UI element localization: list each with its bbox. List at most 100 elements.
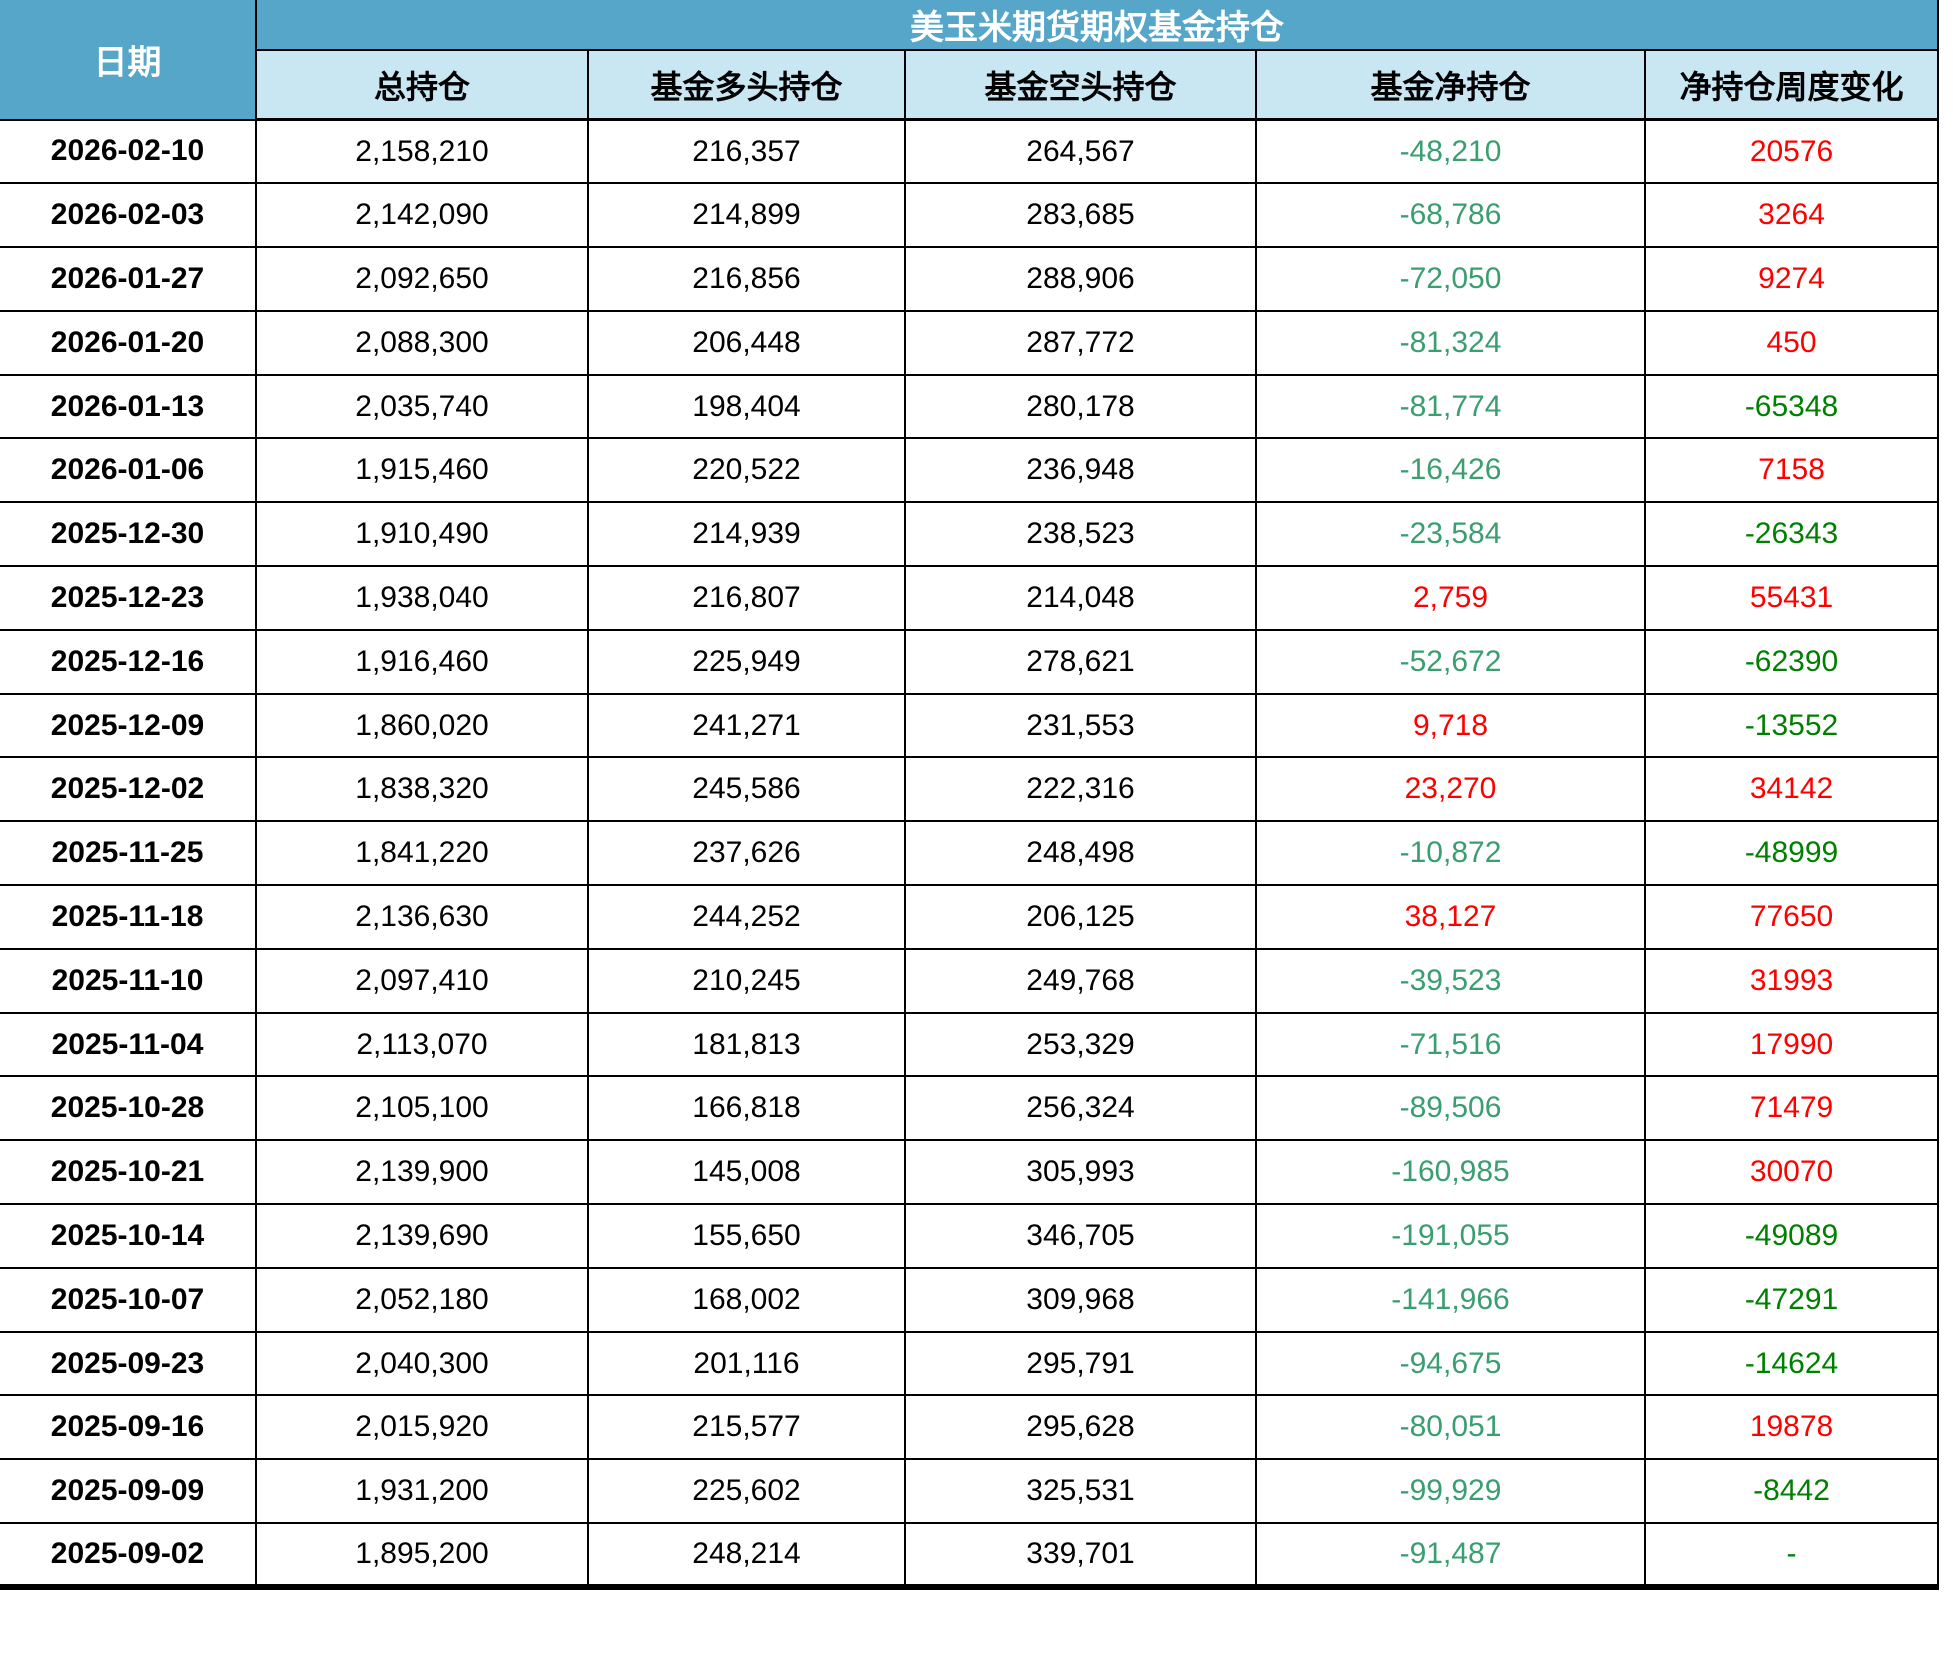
column-header-fund-long-position: 基金多头持仓 <box>587 49 906 121</box>
cell-total-position: 1,915,460 <box>255 437 589 504</box>
cell-total-position: 2,015,920 <box>255 1394 589 1461</box>
cell-fund-net: -91,487 <box>1255 1522 1646 1588</box>
cell-fund-long: 198,404 <box>587 373 906 440</box>
cell-fund-short: 287,772 <box>904 309 1257 376</box>
cell-fund-long: 216,856 <box>587 246 906 312</box>
table-row: 2025-11-04 2,113,070 181,813 253,329 -71… <box>0 1011 1940 1078</box>
table-row: 2025-12-30 1,910,490 214,939 238,523 -23… <box>0 501 1940 568</box>
cell-fund-long: 214,899 <box>587 182 906 249</box>
cell-total-position: 1,895,200 <box>255 1522 589 1588</box>
cell-net-weekly-change: 71479 <box>1643 1075 1940 1142</box>
cell-net-weekly-change: 30070 <box>1643 1139 1940 1206</box>
cell-date: 2025-09-23 <box>0 1330 257 1397</box>
cell-fund-net: -68,786 <box>1255 182 1646 249</box>
cell-total-position: 2,139,690 <box>255 1203 589 1269</box>
table-row: 2026-01-20 2,088,300 206,448 287,772 -81… <box>0 309 1940 376</box>
cell-date: 2025-12-16 <box>0 628 257 695</box>
table-row: 2026-01-13 2,035,740 198,404 280,178 -81… <box>0 373 1940 440</box>
cell-fund-net: -99,929 <box>1255 1458 1646 1525</box>
cell-total-position: 2,097,410 <box>255 947 589 1014</box>
cell-fund-net: -71,516 <box>1255 1011 1646 1078</box>
cell-fund-long: 155,650 <box>587 1203 906 1269</box>
table-row: 2025-12-23 1,938,040 216,807 214,048 2,7… <box>0 565 1940 631</box>
cell-date: 2026-02-03 <box>0 182 257 249</box>
cell-net-weekly-change: 55431 <box>1643 565 1940 631</box>
cell-fund-net: -52,672 <box>1255 628 1646 695</box>
cell-net-weekly-change: -13552 <box>1643 692 1940 759</box>
cell-fund-short: 295,628 <box>904 1394 1257 1461</box>
cell-fund-short: 206,125 <box>904 884 1257 950</box>
table-row: 2025-11-25 1,841,220 237,626 248,498 -10… <box>0 820 1940 887</box>
cell-fund-short: 253,329 <box>904 1011 1257 1078</box>
table-row: 2025-10-07 2,052,180 168,002 309,968 -14… <box>0 1266 1940 1333</box>
cell-net-weekly-change: 9274 <box>1643 246 1940 312</box>
cell-fund-net: -72,050 <box>1255 246 1646 312</box>
cell-total-position: 2,088,300 <box>255 309 589 376</box>
cell-fund-short: 222,316 <box>904 756 1257 823</box>
cell-net-weekly-change: 17990 <box>1643 1011 1940 1078</box>
table-row: 2025-11-18 2,136,630 244,252 206,125 38,… <box>0 884 1940 950</box>
cell-fund-long: 145,008 <box>587 1139 906 1206</box>
cell-date: 2025-10-28 <box>0 1075 257 1142</box>
cell-fund-long: 201,116 <box>587 1330 906 1397</box>
cell-fund-long: 210,245 <box>587 947 906 1014</box>
cell-total-position: 2,105,100 <box>255 1075 589 1142</box>
cell-total-position: 2,136,630 <box>255 884 589 950</box>
cell-total-position: 2,035,740 <box>255 373 589 440</box>
cell-fund-net: 23,270 <box>1255 756 1646 823</box>
cell-fund-net: -160,985 <box>1255 1139 1646 1206</box>
cell-date: 2025-09-16 <box>0 1394 257 1461</box>
cell-total-position: 1,860,020 <box>255 692 589 759</box>
cell-fund-long: 181,813 <box>587 1011 906 1078</box>
positions-table: 日期 美玉米期货期权基金持仓 总持仓 基金多头持仓 基金空头持仓 基金净持仓 净… <box>0 0 1940 1590</box>
cell-net-weekly-change: -47291 <box>1643 1266 1940 1333</box>
cell-net-weekly-change: 77650 <box>1643 884 1940 950</box>
cell-date: 2025-12-02 <box>0 756 257 823</box>
group-header-row: 日期 美玉米期货期权基金持仓 <box>0 0 1940 121</box>
cell-fund-short: 339,701 <box>904 1522 1257 1588</box>
table-row: 2025-09-23 2,040,300 201,116 295,791 -94… <box>0 1330 1940 1397</box>
cell-fund-short: 231,553 <box>904 692 1257 759</box>
table-row: 2025-12-02 1,838,320 245,586 222,316 23,… <box>0 756 1940 823</box>
cell-fund-short: 325,531 <box>904 1458 1257 1525</box>
cell-date: 2025-09-02 <box>0 1522 257 1588</box>
cell-date: 2026-02-10 <box>0 118 257 185</box>
cell-net-weekly-change: -8442 <box>1643 1458 1940 1525</box>
cell-total-position: 2,040,300 <box>255 1330 589 1397</box>
cell-net-weekly-change: -26343 <box>1643 501 1940 568</box>
cell-net-weekly-change: -65348 <box>1643 373 1940 440</box>
table-row: 2025-09-09 1,931,200 225,602 325,531 -99… <box>0 1458 1940 1525</box>
cell-total-position: 1,910,490 <box>255 501 589 568</box>
cell-total-position: 1,838,320 <box>255 756 589 823</box>
cell-date: 2025-12-30 <box>0 501 257 568</box>
cell-fund-short: 305,993 <box>904 1139 1257 1206</box>
cell-total-position: 2,092,650 <box>255 246 589 312</box>
column-header-fund-short-position: 基金空头持仓 <box>904 49 1257 121</box>
cell-net-weekly-change: 31993 <box>1643 947 1940 1014</box>
cell-fund-long: 245,586 <box>587 756 906 823</box>
cell-fund-short: 288,906 <box>904 246 1257 312</box>
cell-fund-net: -16,426 <box>1255 437 1646 504</box>
cell-net-weekly-change: 20576 <box>1643 118 1940 185</box>
cell-date: 2026-01-06 <box>0 437 257 504</box>
table-row: 2025-12-09 1,860,020 241,271 231,553 9,7… <box>0 692 1940 759</box>
cell-fund-long: 215,577 <box>587 1394 906 1461</box>
cell-fund-long: 241,271 <box>587 692 906 759</box>
cell-fund-short: 283,685 <box>904 182 1257 249</box>
cell-fund-net: 2,759 <box>1255 565 1646 631</box>
subheader-row: 总持仓 基金多头持仓 基金空头持仓 基金净持仓 净持仓周度变化 <box>0 49 1940 121</box>
cell-fund-net: -141,966 <box>1255 1266 1646 1333</box>
cell-fund-net: -81,774 <box>1255 373 1646 440</box>
cell-fund-short: 295,791 <box>904 1330 1257 1397</box>
cell-total-position: 2,142,090 <box>255 182 589 249</box>
cell-fund-long: 216,807 <box>587 565 906 631</box>
table-row: 2025-10-21 2,139,900 145,008 305,993 -16… <box>0 1139 1940 1206</box>
cell-net-weekly-change: - <box>1643 1522 1940 1588</box>
cell-total-position: 1,938,040 <box>255 565 589 631</box>
cell-date: 2025-12-09 <box>0 692 257 759</box>
cell-fund-long: 206,448 <box>587 309 906 376</box>
cell-fund-net: -23,584 <box>1255 501 1646 568</box>
table-row: 2025-09-02 1,895,200 248,214 339,701 -91… <box>0 1522 1940 1588</box>
table-row: 2025-11-10 2,097,410 210,245 249,768 -39… <box>0 947 1940 1014</box>
